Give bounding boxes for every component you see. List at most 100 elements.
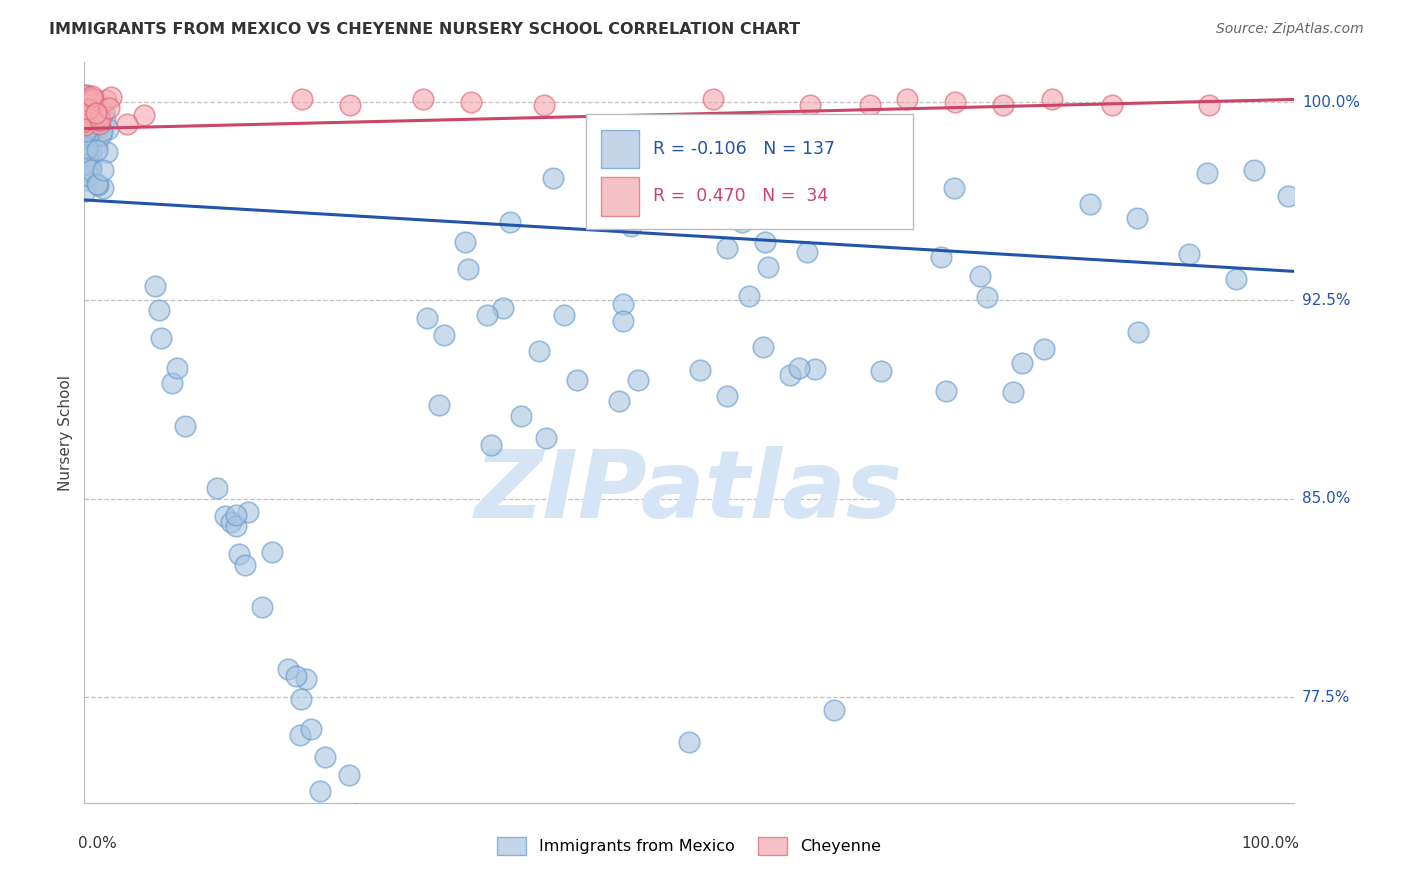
Point bbox=[236, 505, 259, 519]
Text: R =  0.470   N =  34: R = 0.470 N = 34 bbox=[652, 187, 828, 205]
Point bbox=[77, 97, 100, 112]
Point bbox=[870, 364, 893, 378]
Point bbox=[77, 169, 100, 183]
Point bbox=[1033, 342, 1056, 356]
Point bbox=[79, 95, 101, 109]
Point bbox=[82, 91, 104, 105]
Point bbox=[534, 431, 557, 445]
Point bbox=[94, 112, 117, 127]
Text: 100.0%: 100.0% bbox=[1241, 836, 1299, 851]
Point bbox=[685, 208, 707, 222]
Text: ZIPatlas: ZIPatlas bbox=[475, 446, 903, 538]
Point bbox=[382, 835, 405, 849]
Point bbox=[82, 111, 104, 125]
Point bbox=[162, 376, 184, 391]
Point bbox=[612, 314, 634, 328]
Point bbox=[343, 835, 366, 849]
Point bbox=[993, 97, 1015, 112]
Point bbox=[250, 599, 273, 614]
Point bbox=[565, 373, 588, 387]
Y-axis label: Nursery School: Nursery School bbox=[58, 375, 73, 491]
Legend: Immigrants from Mexico, Cheyenne: Immigrants from Mexico, Cheyenne bbox=[491, 830, 887, 862]
Point bbox=[412, 93, 434, 107]
FancyBboxPatch shape bbox=[600, 178, 640, 216]
Point bbox=[408, 835, 430, 849]
Point bbox=[382, 835, 405, 849]
Point bbox=[86, 137, 108, 152]
Text: Source: ZipAtlas.com: Source: ZipAtlas.com bbox=[1216, 22, 1364, 37]
Point bbox=[716, 389, 738, 403]
Point bbox=[79, 149, 101, 163]
Point bbox=[79, 97, 101, 112]
Point bbox=[87, 116, 110, 130]
Point bbox=[225, 518, 247, 533]
Point bbox=[457, 261, 479, 276]
Point bbox=[969, 269, 991, 284]
Point bbox=[787, 360, 810, 375]
Point bbox=[73, 115, 96, 129]
Text: 85.0%: 85.0% bbox=[1302, 491, 1350, 507]
Text: IMMIGRANTS FROM MEXICO VS CHEYENNE NURSERY SCHOOL CORRELATION CHART: IMMIGRANTS FROM MEXICO VS CHEYENNE NURSE… bbox=[49, 22, 800, 37]
Point bbox=[76, 141, 98, 155]
Point bbox=[689, 362, 711, 376]
Point bbox=[1040, 93, 1063, 107]
Point bbox=[370, 835, 392, 849]
Point bbox=[86, 177, 108, 191]
Point bbox=[89, 113, 111, 128]
Point bbox=[86, 143, 108, 157]
Point bbox=[77, 128, 100, 142]
Point bbox=[1126, 211, 1149, 225]
Point bbox=[115, 117, 138, 131]
Point bbox=[284, 669, 307, 683]
Point bbox=[82, 91, 104, 105]
Point bbox=[509, 409, 531, 423]
Point bbox=[943, 95, 966, 109]
Point bbox=[637, 169, 659, 184]
Point bbox=[1101, 97, 1123, 112]
Point bbox=[97, 101, 120, 115]
Point bbox=[75, 128, 97, 142]
Point bbox=[499, 214, 522, 228]
Point bbox=[93, 105, 115, 120]
Point bbox=[859, 97, 882, 112]
FancyBboxPatch shape bbox=[600, 130, 640, 169]
Point bbox=[73, 173, 96, 187]
Point bbox=[1177, 247, 1199, 261]
Point bbox=[75, 124, 97, 138]
Point bbox=[943, 181, 966, 195]
Point bbox=[79, 142, 101, 156]
Point bbox=[533, 97, 555, 112]
Point bbox=[82, 88, 104, 103]
Point bbox=[73, 118, 96, 132]
Point bbox=[529, 343, 551, 358]
Point bbox=[225, 508, 247, 522]
FancyBboxPatch shape bbox=[586, 114, 912, 229]
Point bbox=[299, 722, 322, 736]
Point bbox=[454, 235, 477, 249]
Point bbox=[76, 88, 98, 103]
Point bbox=[262, 545, 284, 559]
Point bbox=[149, 331, 172, 345]
Point bbox=[607, 394, 630, 409]
Point bbox=[702, 93, 724, 107]
Point bbox=[433, 327, 456, 342]
Point bbox=[678, 735, 700, 749]
Point bbox=[143, 278, 166, 293]
Point bbox=[1198, 97, 1220, 112]
Point bbox=[479, 437, 502, 451]
Point bbox=[382, 835, 405, 849]
Point bbox=[73, 87, 96, 102]
Point bbox=[82, 112, 104, 127]
Point bbox=[89, 120, 111, 134]
Point bbox=[83, 122, 105, 136]
Point bbox=[87, 117, 110, 131]
Point bbox=[277, 662, 299, 676]
Point bbox=[1225, 272, 1247, 286]
Text: 0.0%: 0.0% bbox=[79, 836, 117, 851]
Point bbox=[627, 373, 650, 387]
Point bbox=[291, 93, 314, 107]
Point bbox=[1195, 166, 1218, 180]
Point bbox=[174, 419, 197, 434]
Point bbox=[77, 159, 100, 173]
Point bbox=[76, 90, 98, 104]
